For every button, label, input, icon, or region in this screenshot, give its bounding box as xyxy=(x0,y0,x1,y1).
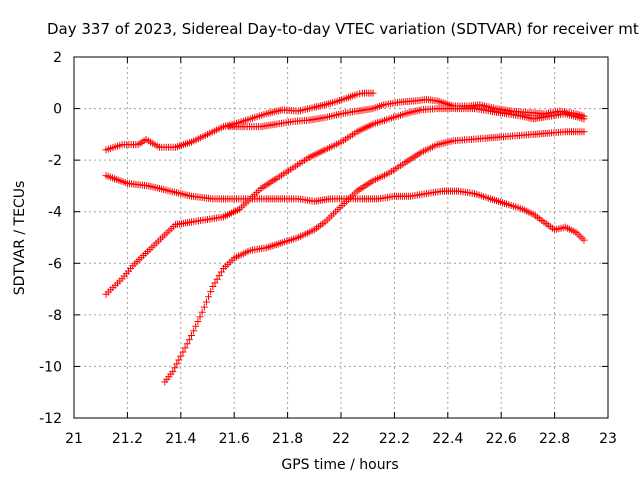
data-point xyxy=(200,303,208,311)
data-point xyxy=(187,331,195,339)
y-tick-label: -8 xyxy=(48,308,62,324)
data-point xyxy=(209,282,217,290)
chart-title: Day 337 of 2023, Sidereal Day-to-day VTE… xyxy=(47,20,640,38)
y-tick-label: -10 xyxy=(39,359,62,375)
x-tick-label: 21.4 xyxy=(165,431,196,447)
data-point xyxy=(580,128,588,136)
y-tick-label: -2 xyxy=(48,153,62,169)
y-tick-label: -12 xyxy=(39,411,62,427)
data-point xyxy=(169,368,177,376)
y-axis-ticks: 2 0 -2 -4 -6 -8 -10 -12 xyxy=(39,50,608,427)
x-tick-label: 22.2 xyxy=(379,431,410,447)
y-tick-label: 2 xyxy=(53,50,62,66)
x-tick-label: 21 xyxy=(65,431,83,447)
data-point xyxy=(179,348,187,356)
data-point xyxy=(185,336,193,344)
x-tick-label: 21.6 xyxy=(219,431,250,447)
data-point xyxy=(202,298,210,306)
x-tick-label: 21.8 xyxy=(272,431,303,447)
y-tick-label: 0 xyxy=(53,102,62,118)
x-axis-ticks: 21 21.2 21.4 21.6 21.8 22 22.2 22.4 22.6 22.8 23 xyxy=(65,57,617,447)
data-point xyxy=(192,322,200,330)
data-point xyxy=(207,288,215,296)
data-series xyxy=(102,89,588,386)
data-point xyxy=(205,293,213,301)
x-tick-label: 22 xyxy=(332,431,350,447)
data-point xyxy=(215,272,223,280)
data-point xyxy=(190,327,198,335)
x-tick-label: 22.8 xyxy=(539,431,570,447)
x-tick-label: 21.2 xyxy=(112,431,143,447)
data-point xyxy=(196,313,204,321)
data-point xyxy=(173,360,181,368)
y-axis-label: SDTVAR / TECUs xyxy=(12,180,28,296)
data-point xyxy=(213,275,221,283)
data-point xyxy=(194,318,202,326)
data-point xyxy=(181,344,189,352)
series-series-4 xyxy=(161,128,588,386)
data-point xyxy=(580,236,588,244)
data-point xyxy=(175,356,183,364)
data-point xyxy=(177,352,185,360)
data-point xyxy=(369,89,377,97)
x-tick-label: 22.6 xyxy=(486,431,517,447)
data-point xyxy=(183,340,191,348)
data-point xyxy=(211,279,219,287)
data-point xyxy=(171,364,179,372)
data-point xyxy=(217,268,225,276)
series-series-5 xyxy=(225,96,588,131)
data-point xyxy=(198,308,206,316)
y-tick-label: -4 xyxy=(48,205,62,221)
x-tick-label: 23 xyxy=(599,431,617,447)
x-tick-label: 22.4 xyxy=(432,431,463,447)
data-point xyxy=(580,112,588,120)
series-series-1 xyxy=(102,89,377,154)
y-tick-label: -6 xyxy=(48,256,62,272)
x-axis-label: GPS time / hours xyxy=(281,457,399,473)
series-series-2 xyxy=(102,172,588,244)
